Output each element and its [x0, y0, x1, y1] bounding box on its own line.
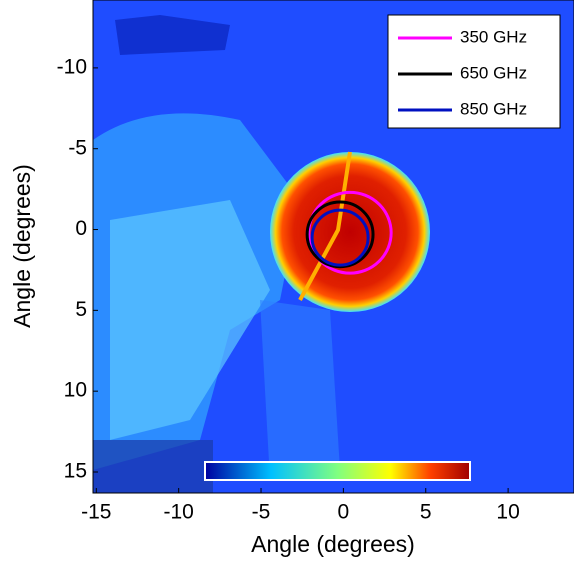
beam-contour	[305, 200, 375, 269]
x-tick-label: 0	[338, 501, 350, 524]
y-tick-label: 10	[64, 379, 87, 402]
y-tick-label: 5	[75, 298, 87, 321]
x-tick-label: 5	[420, 501, 432, 524]
x-tick-label: -15	[81, 501, 111, 524]
y-tick-label: -10	[57, 55, 87, 78]
beam-contour	[310, 208, 370, 267]
y-tick-label: 15	[64, 460, 87, 483]
x-tick-label: -5	[252, 501, 271, 524]
x-axis-label: Angle (degrees)	[251, 531, 415, 557]
x-tick-label: -10	[163, 501, 193, 524]
beam-contour	[307, 190, 393, 275]
legend-label: 650 GHz	[460, 63, 527, 82]
y-tick-label: -5	[68, 136, 87, 159]
legend-label: 350 GHz	[460, 27, 527, 46]
y-tick-label: 0	[75, 217, 87, 240]
x-tick-label: 10	[496, 501, 519, 524]
legend-label: 850 GHz	[460, 99, 527, 118]
y-axis-label: Angle (degrees)	[9, 164, 35, 328]
